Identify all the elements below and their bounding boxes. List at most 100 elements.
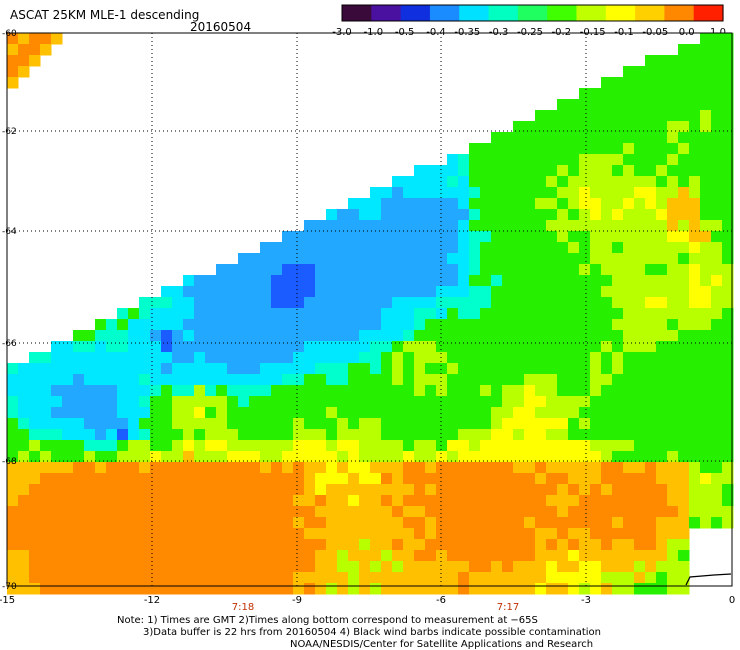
wind-cell [678, 319, 690, 331]
wind-cell [436, 341, 448, 353]
wind-cell [238, 528, 250, 540]
wind-cell [656, 462, 668, 474]
wind-cell [73, 495, 85, 507]
wind-cell [700, 77, 712, 89]
wind-cell [590, 253, 602, 265]
wind-cell [601, 539, 613, 551]
wind-cell [282, 418, 294, 430]
wind-cell [447, 330, 459, 342]
wind-cell [414, 484, 426, 496]
wind-cell [557, 506, 569, 518]
wind-cell [557, 528, 569, 540]
wind-cell [183, 396, 195, 408]
wind-cell [403, 473, 415, 485]
wind-cell [205, 583, 217, 595]
wind-cell [491, 396, 503, 408]
wind-cell [612, 572, 624, 584]
wind-cell [546, 451, 558, 463]
wind-cell [227, 506, 239, 518]
wind-cell [161, 473, 173, 485]
wind-cell [249, 264, 261, 276]
wind-cell [689, 308, 701, 320]
wind-cell [183, 451, 195, 463]
wind-cell [205, 440, 217, 452]
wind-cell [557, 418, 569, 430]
wind-cell [513, 506, 525, 518]
wind-cell [392, 429, 404, 441]
wind-cell [271, 462, 283, 474]
wind-cell [612, 539, 624, 551]
wind-cell [216, 319, 228, 331]
wind-cell [535, 407, 547, 419]
wind-cell [392, 209, 404, 221]
wind-cell [315, 341, 327, 353]
wind-cell [480, 220, 492, 232]
wind-cell [414, 396, 426, 408]
wind-cell [546, 396, 558, 408]
wind-cell [491, 176, 503, 188]
wind-cell [238, 583, 250, 595]
wind-cell [689, 242, 701, 254]
wind-cell [7, 385, 19, 397]
wind-cell [590, 319, 602, 331]
wind-cell [480, 154, 492, 166]
wind-cell [469, 286, 481, 298]
wind-cell [128, 517, 140, 529]
wind-cell [40, 495, 52, 507]
wind-cell [524, 286, 536, 298]
wind-cell [315, 550, 327, 562]
wind-cell [392, 253, 404, 265]
wind-cell [623, 132, 635, 144]
wind-cell [84, 341, 96, 353]
wind-cell [458, 374, 470, 386]
wind-cell [425, 561, 437, 573]
wind-cell [117, 572, 129, 584]
wind-cell [568, 253, 580, 265]
wind-cell [590, 176, 602, 188]
wind-cell [447, 440, 459, 452]
wind-cell [678, 396, 690, 408]
wind-cell [117, 418, 129, 430]
wind-cell [414, 275, 426, 287]
wind-cell [194, 363, 206, 375]
wind-cell [458, 495, 470, 507]
wind-cell [205, 429, 217, 441]
wind-cell [513, 154, 525, 166]
wind-cell [183, 539, 195, 551]
wind-cell [315, 330, 327, 342]
wind-cell [722, 44, 734, 56]
wind-cell [513, 561, 525, 573]
wind-cell [249, 572, 261, 584]
wind-cell [634, 319, 646, 331]
wind-cell [183, 352, 195, 364]
wind-cell [502, 583, 514, 595]
wind-cell [546, 187, 558, 199]
wind-cell [238, 517, 250, 529]
wind-cell [469, 143, 481, 155]
wind-cell [348, 330, 360, 342]
wind-cell [293, 286, 305, 298]
wind-cell [678, 55, 690, 67]
wind-cell [491, 418, 503, 430]
wind-cell [62, 495, 74, 507]
wind-cell [601, 352, 613, 364]
wind-cell [315, 407, 327, 419]
wind-cell [535, 165, 547, 177]
wind-cell [612, 451, 624, 463]
wind-cell [579, 506, 591, 518]
wind-cell [7, 363, 19, 375]
wind-cell [62, 451, 74, 463]
wind-cell [84, 495, 96, 507]
wind-cell [425, 286, 437, 298]
wind-cell [73, 374, 85, 386]
wind-cell [480, 506, 492, 518]
wind-cell [293, 462, 305, 474]
wind-cell [282, 528, 294, 540]
wind-cell [590, 352, 602, 364]
wind-cell [557, 187, 569, 199]
wind-cell [260, 572, 272, 584]
wind-cell [601, 220, 613, 232]
wind-cell [216, 308, 228, 320]
latitude-labels: -60-62-64-66-68-70 [2, 29, 17, 592]
wind-cell [381, 308, 393, 320]
